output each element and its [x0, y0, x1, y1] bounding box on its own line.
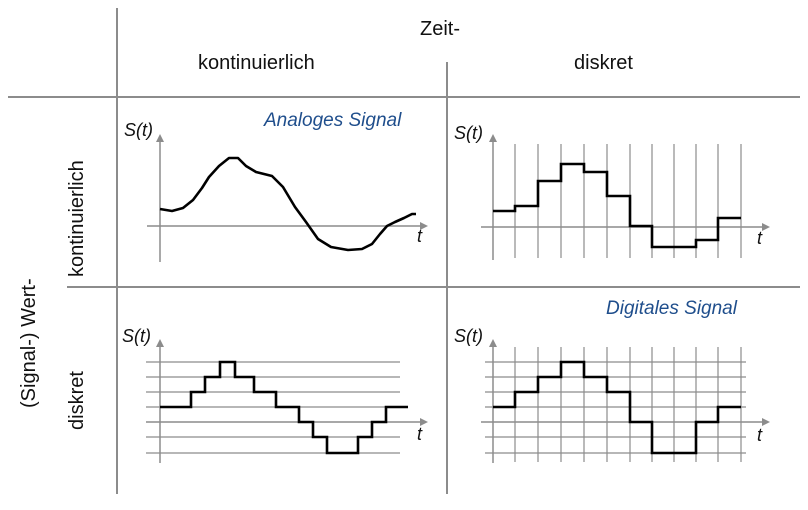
sampled-step-signal: [493, 162, 741, 249]
x-axis-label-sampled: t: [757, 228, 763, 248]
y-axis-label-analog: S(t): [124, 120, 153, 140]
y-axis-label-digital: S(t): [454, 326, 483, 346]
header-time: Zeit-: [420, 18, 460, 40]
analog-signal-title: Analoges Signal: [264, 110, 402, 131]
header-continuous: kontinuierlich: [198, 52, 315, 74]
y-axis-label-sampled: S(t): [454, 123, 483, 143]
sampled-signal-plot: [481, 134, 770, 260]
analog-signal-plot: [147, 134, 428, 262]
digital-signal-plot: [481, 339, 770, 463]
x-axis-label-digital: t: [757, 425, 763, 445]
digital-grid: [485, 347, 746, 462]
quantized-signal-plot: [146, 339, 428, 463]
x-axis-label-analog: t: [417, 226, 423, 246]
digital-signal-title: Digitales Signal: [606, 298, 737, 319]
analog-curve: [159, 156, 416, 252]
y-axis-label-quantized: S(t): [122, 326, 151, 346]
header-discrete: diskret: [574, 52, 633, 74]
digital-step-signal: [493, 360, 741, 455]
quantized-step-signal: [160, 360, 408, 455]
x-axis-label-quantized: t: [417, 424, 423, 444]
